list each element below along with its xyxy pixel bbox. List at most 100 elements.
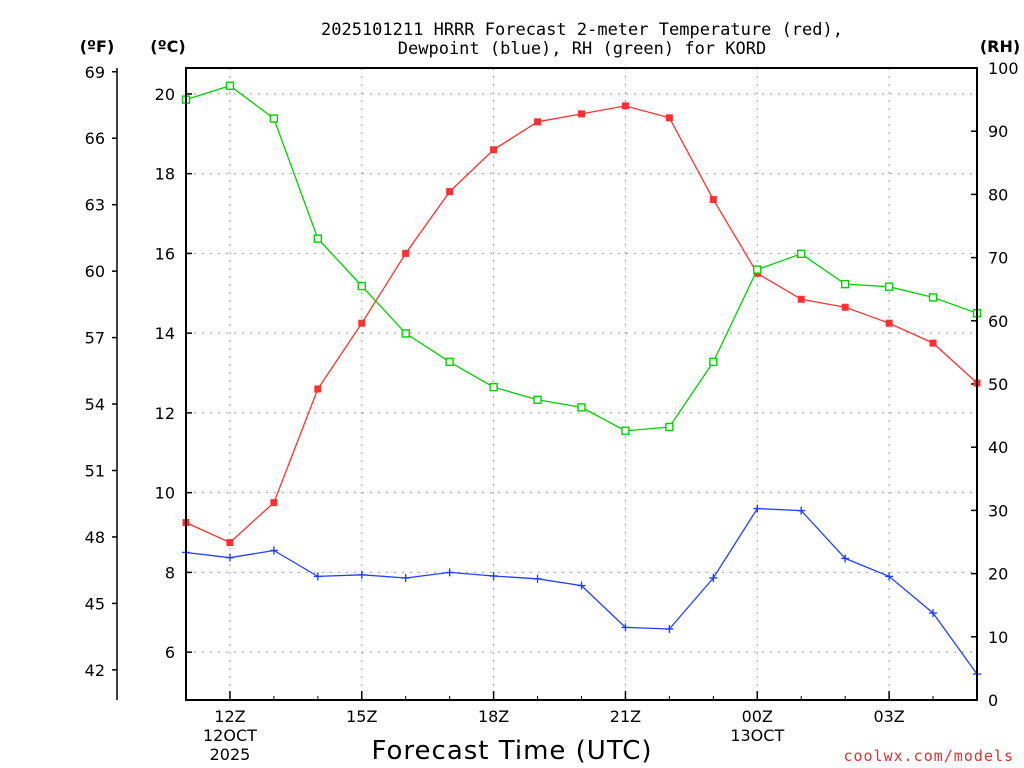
rh-tick-label: 10 [988,628,1008,647]
source-credit: coolwx.com/models [843,747,1014,765]
fahrenheit-tick-label: 66 [85,129,105,148]
fahrenheit-axis-unit: (ºF) [80,37,115,56]
temperature-point [797,295,805,303]
rh-point [753,265,762,274]
temperature-point [841,303,849,311]
fahrenheit-tick-label: 54 [85,395,105,414]
rh-point [840,279,850,289]
rh-point [928,293,938,302]
temperature-point [665,114,673,122]
dewpoint-point [709,573,718,582]
rh-point [357,281,366,291]
celsius-tick-label: 16 [155,244,175,263]
rh-point [313,234,323,243]
temperature-point [885,319,893,327]
rh-point [797,249,806,259]
dewpoint-point [533,574,542,583]
dewpoint-point [665,625,674,634]
celsius-tick-label: 6 [165,643,175,662]
fahrenheit-tick-label: 69 [85,63,105,82]
chart-title-line1: 2025101211 HRRR Forecast 2-meter Tempera… [321,20,843,40]
rh-tick-label: 60 [988,312,1008,331]
celsius-tick-label: 8 [165,563,175,582]
temperature-point [358,319,366,327]
rh-tick-label: 70 [988,249,1008,268]
rh-tick-label: 80 [988,185,1008,204]
dewpoint-point [577,581,586,590]
x-tick-label: 21Z [610,707,641,726]
series-layer [181,81,982,679]
rh-point [225,81,235,90]
rh-tick-label: 20 [988,565,1008,584]
temperature-point [314,385,322,393]
temperature-point [446,188,454,196]
dewpoint-point [269,546,278,555]
temperature-line [185,105,978,544]
rh-point [709,357,718,367]
x-tick-label: 15Z [346,707,377,726]
temperature-point [270,499,278,507]
rh-tick-label: 30 [988,501,1008,520]
fahrenheit-axis: 42 45 48 51 54 57 60 63 66 69 [85,63,118,700]
rh-line [185,84,978,432]
dewpoint-point [313,572,322,581]
temperature-point [534,118,542,126]
rh-point [884,282,894,291]
celsius-tick-label: 10 [155,484,175,503]
dewpoint-series [182,504,981,679]
rh-axis: 0 10 20 30 40 50 60 70 80 90 100 [971,59,1019,710]
dewpoint-line [185,507,978,675]
rh-series [181,81,982,435]
rh-point [445,357,454,367]
celsius-tick-label: 14 [155,324,175,343]
dewpoint-point [357,570,366,579]
fahrenheit-tick-label: 42 [85,661,105,680]
celsius-tick-label: 20 [155,85,175,104]
dewpoint-point [797,506,806,515]
x-tick-label: 00Z [742,707,773,726]
temperature-series [182,102,981,546]
celsius-axis: 6 8 10 12 14 16 18 20 [155,85,192,662]
fahrenheit-tick-label: 60 [85,262,105,281]
temperature-point [578,110,585,118]
dewpoint-point [929,609,938,618]
temperature-point [226,538,234,546]
celsius-tick-label: 18 [155,165,175,184]
temperature-point [490,146,498,154]
plot-frame [185,67,978,701]
dewpoint-point [621,623,630,632]
fahrenheit-tick-label: 45 [85,594,105,613]
celsius-axis-unit: (ºC) [150,37,185,56]
x-tick-label: 03Z [873,707,904,726]
temperature-point [621,102,629,110]
x-tick-label: 12Z [214,707,245,726]
rh-tick-label: 40 [988,438,1008,457]
temperature-point [929,339,937,347]
temperature-point [709,196,717,204]
x-axis-title: Forecast Time (UTC) [371,736,652,766]
rh-point [401,329,410,338]
fahrenheit-tick-label: 48 [85,528,105,547]
grid-lines [186,68,977,700]
rh-point [269,114,279,123]
chart-title-line2: Dewpoint (blue), RH (green) for KORD [398,39,766,59]
dewpoint-point [225,553,234,562]
rh-point [533,395,542,404]
dewpoint-point [489,571,498,580]
rh-tick-label: 100 [988,59,1019,78]
rh-tick-label: 50 [988,375,1008,394]
dewpoint-point [841,554,850,563]
rh-point [489,382,498,392]
celsius-tick-label: 12 [155,404,175,423]
dewpoint-point [885,572,894,581]
fahrenheit-tick-label: 51 [85,462,105,481]
x-tick-label: 18Z [478,707,509,726]
rh-point [665,422,674,432]
rh-tick-label: 90 [988,122,1008,141]
dewpoint-point [445,568,454,577]
fahrenheit-tick-label: 57 [85,329,105,348]
dewpoint-point [401,573,410,582]
rh-point [621,426,630,435]
